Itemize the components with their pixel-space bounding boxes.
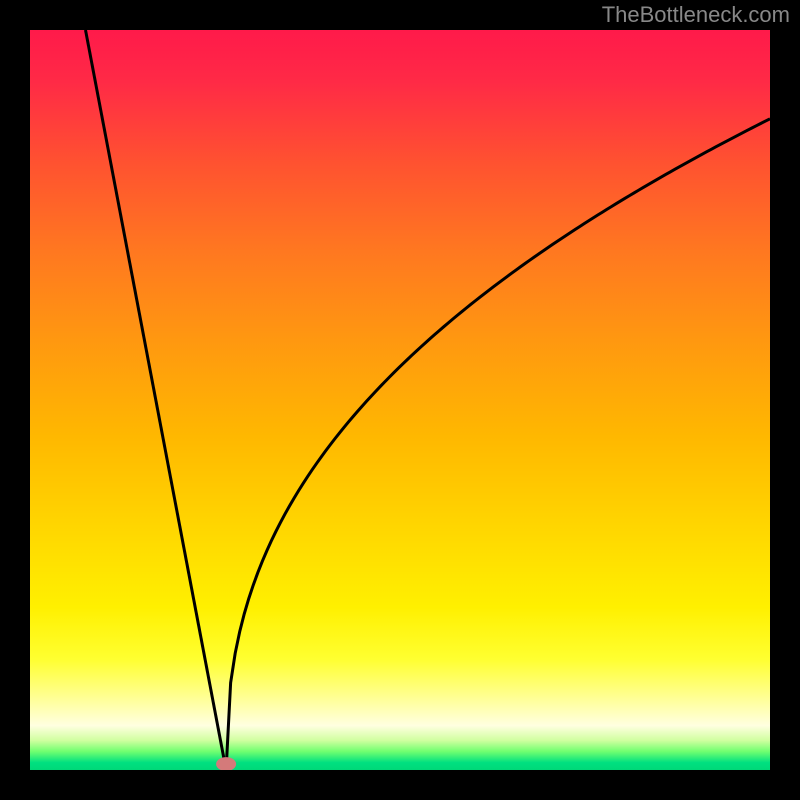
plot-area: [30, 30, 770, 770]
chart-container: TheBottleneck.com: [0, 0, 800, 800]
curve-layer: [30, 30, 770, 770]
watermark-text: TheBottleneck.com: [602, 2, 790, 28]
right-rising-curve: [226, 119, 770, 770]
minimum-marker: [216, 757, 236, 770]
left-descending-line: [86, 30, 227, 770]
